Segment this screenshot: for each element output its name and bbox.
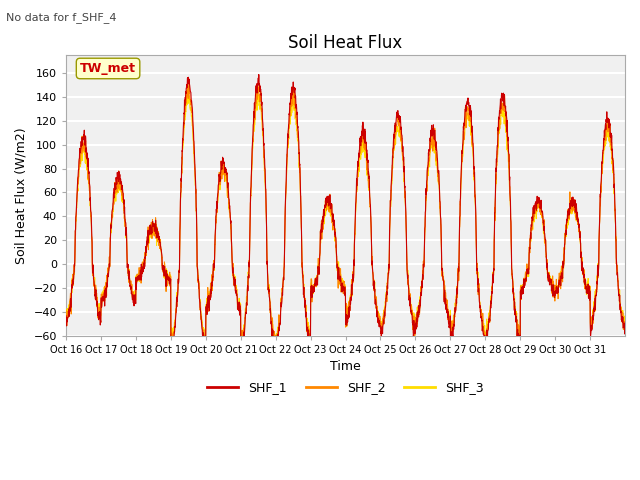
Title: Soil Heat Flux: Soil Heat Flux <box>289 34 403 52</box>
X-axis label: Time: Time <box>330 360 361 373</box>
Y-axis label: Soil Heat Flux (W/m2): Soil Heat Flux (W/m2) <box>15 127 28 264</box>
Text: No data for f_SHF_4: No data for f_SHF_4 <box>6 12 117 23</box>
Text: TW_met: TW_met <box>80 62 136 75</box>
Legend: SHF_1, SHF_2, SHF_3: SHF_1, SHF_2, SHF_3 <box>202 376 489 399</box>
